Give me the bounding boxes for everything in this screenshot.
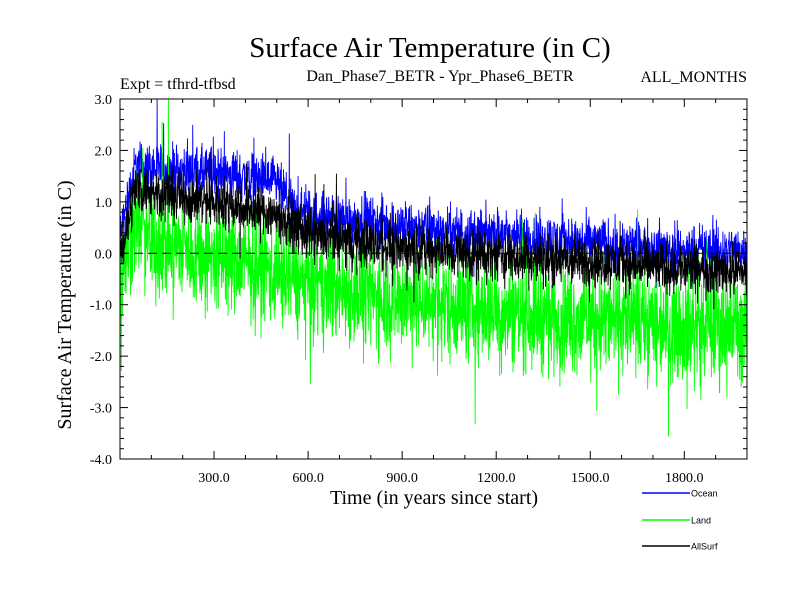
- chart-subtitle: Dan_Phase7_BETR - Ypr_Phase6_BETR: [306, 68, 574, 85]
- y-tick-label: 0.0: [95, 247, 113, 262]
- months-label: ALL_MONTHS: [640, 69, 747, 86]
- y-tick-label: -4.0: [90, 453, 112, 468]
- experiment-label: Expt = tfhrd-tfbsd: [120, 76, 236, 93]
- ticks-layer: 3.0 2.0 1.0 0.0 -1.0 -2.0 -3.0 -4.0 300.0 600.0 90…: [90, 93, 748, 486]
- series-line-land: [119, 98, 748, 437]
- x-tick-label: 300.0: [198, 471, 230, 486]
- legend-label-allsurf: AllSurf: [691, 542, 718, 552]
- chart-title: Surface Air Temperature (in C): [249, 32, 610, 64]
- series-line-allsurf: [119, 146, 748, 310]
- x-tick-label: 1500.0: [571, 471, 610, 486]
- y-tick-label: -2.0: [90, 350, 112, 365]
- y-tick-label: -3.0: [90, 402, 112, 417]
- x-axis-label: Time (in years since start): [330, 487, 538, 509]
- y-tick-label: 2.0: [95, 144, 113, 159]
- legend-label-ocean: Ocean: [691, 489, 718, 499]
- x-tick-label: 1800.0: [665, 471, 704, 486]
- x-tick-label: 900.0: [386, 471, 418, 486]
- y-tick-label: 1.0: [95, 196, 113, 211]
- legend: Ocean Land AllSurf: [642, 489, 718, 552]
- x-tick-label: 600.0: [292, 471, 324, 486]
- y-axis-label: Surface Air Temperature (in C): [54, 180, 76, 429]
- y-tick-label: -1.0: [90, 299, 112, 314]
- x-tick-label: 1200.0: [477, 471, 516, 486]
- legend-label-land: Land: [691, 516, 711, 526]
- y-tick-label: 3.0: [95, 93, 113, 108]
- series-layer: [119, 98, 748, 437]
